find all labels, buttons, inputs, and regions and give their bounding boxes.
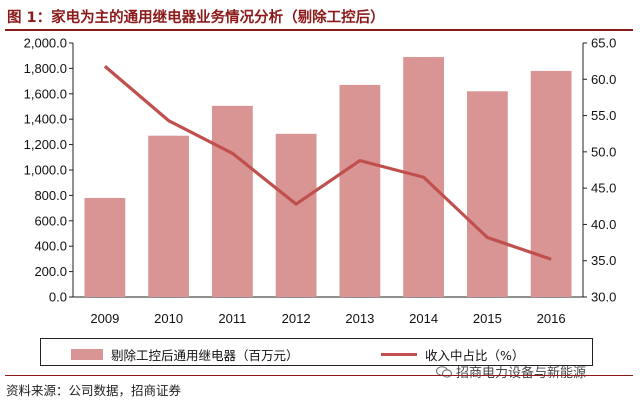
- y-right-tick-label: 60.0: [591, 72, 616, 87]
- legend-swatch-bar: [71, 349, 103, 360]
- y-right-tick-label: 30.0: [591, 290, 616, 305]
- title-rule: [5, 29, 633, 31]
- y-right-tick-label: 40.0: [591, 217, 616, 232]
- y-left-tick-label: 800.0: [34, 188, 67, 203]
- legend-swatch-line: [381, 353, 417, 356]
- x-tick-label: 2014: [409, 311, 438, 326]
- legend-item-bar: 剔除工控后通用继电器（百万元）: [71, 345, 299, 364]
- y-right-tick-label: 55.0: [591, 108, 616, 123]
- footer-rule: [5, 375, 633, 376]
- bar: [211, 105, 253, 298]
- bar: [84, 197, 126, 297]
- bar: [275, 133, 317, 297]
- y-left-tick-label: 1,000.0: [24, 163, 67, 178]
- y-left-tick-label: 1,400.0: [24, 112, 67, 127]
- y-right-tick-label: 50.0: [591, 144, 616, 159]
- x-tick-label: 2015: [473, 311, 502, 326]
- y-left-tick-label: 0.0: [49, 290, 67, 305]
- y-left-tick-label: 2,000.0: [24, 36, 67, 51]
- watermark-text: 招商电力设备与新能源: [456, 366, 587, 381]
- wechat-icon: [436, 365, 452, 378]
- source-note: 资料来源：公司数据，招商证券: [6, 383, 182, 398]
- legend-item-line: 收入中占比（%）: [381, 345, 524, 364]
- bar: [148, 135, 190, 297]
- combo-chart: 0.0 200.0 400.0 600.0 800.0 1,000.0 1,200.0 1,4…: [24, 36, 617, 327]
- chart-title: 图 1：家电为主的通用继电器业务情况分析（剔除工控后）: [7, 10, 385, 26]
- x-tick-label: 2010: [154, 311, 183, 326]
- y-left-tick-label: 200.0: [34, 264, 67, 279]
- bar: [466, 91, 508, 297]
- y-left-tick-label: 400.0: [34, 239, 67, 254]
- bar: [530, 70, 572, 297]
- y-left-tick-label: 1,200.0: [24, 137, 67, 152]
- y-left-tick-label: 1,800.0: [24, 61, 67, 76]
- x-tick-label: 2011: [218, 311, 246, 326]
- legend-label-line: 收入中占比（%）: [425, 348, 525, 363]
- x-tick-label: 2012: [282, 311, 311, 326]
- y-right-tick-label: 65.0: [591, 36, 616, 51]
- y-right-tick-label: 45.0: [591, 181, 616, 196]
- y-left-tick-label: 600.0: [34, 213, 67, 228]
- y-left-tick-label: 1,600.0: [24, 86, 67, 101]
- watermark: 招商电力设备与新能源: [436, 362, 586, 381]
- x-tick-label: 2016: [537, 311, 566, 326]
- x-tick-label: 2013: [345, 311, 374, 326]
- y-right-tick-label: 35.0: [591, 253, 616, 268]
- bar: [339, 84, 381, 297]
- legend-label-bar: 剔除工控后通用继电器（百万元）: [111, 348, 299, 363]
- x-tick-label: 2009: [90, 311, 119, 326]
- legend: 剔除工控后通用继电器（百万元） 收入中占比（%）: [40, 338, 593, 366]
- line-series-share: [103, 65, 552, 261]
